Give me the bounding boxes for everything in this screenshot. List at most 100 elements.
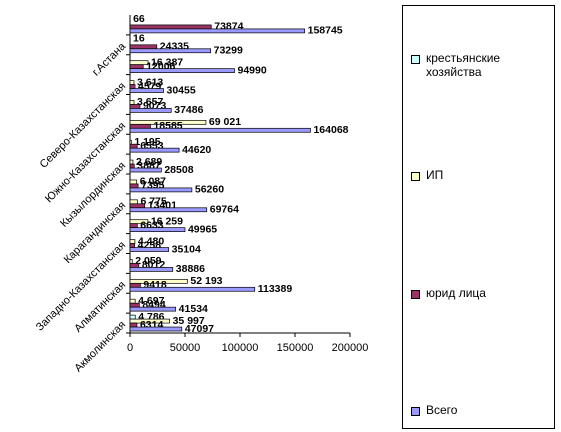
bar <box>129 100 135 105</box>
x-tick-label: 50000 <box>170 342 201 354</box>
bar <box>129 326 183 332</box>
legend-entry: крестьянские хозяйства <box>411 51 549 79</box>
bar <box>129 227 186 232</box>
data-label: 73299 <box>214 45 243 57</box>
data-label: 3 613 <box>137 76 163 88</box>
data-label: 164068 <box>313 124 348 136</box>
data-label: 47097 <box>185 323 214 335</box>
bar <box>129 247 169 252</box>
data-label: 4 697 <box>138 295 164 307</box>
data-label: 2 059 <box>135 255 161 267</box>
data-label: 49965 <box>188 223 217 235</box>
bar <box>129 123 151 129</box>
bar <box>129 239 136 244</box>
bar <box>129 199 138 205</box>
data-label: 69 021 <box>209 116 241 128</box>
data-label: 44620 <box>182 144 211 156</box>
x-tick-label: 150000 <box>277 342 314 354</box>
bar <box>129 167 162 173</box>
bar <box>129 119 207 125</box>
data-label: 37486 <box>174 104 203 116</box>
data-label: 4 480 <box>138 235 164 247</box>
legend-swatch <box>411 172 420 181</box>
data-label: 35 997 <box>173 315 205 327</box>
data-label: 158745 <box>308 25 343 37</box>
data-label: 41534 <box>179 303 208 315</box>
bar <box>129 108 172 113</box>
bar <box>129 187 193 193</box>
legend-label: крестьянские хозяйства <box>426 51 501 79</box>
bar <box>129 286 256 292</box>
bar <box>129 88 164 93</box>
bar <box>129 219 149 225</box>
x-tick-label: 200000 <box>332 342 369 354</box>
bar <box>129 278 188 284</box>
data-label: 16 387 <box>151 56 183 68</box>
bar <box>129 179 138 185</box>
legend-entry: юрид лица <box>411 286 549 300</box>
data-label: 2 689 <box>136 156 162 168</box>
legend-swatch <box>411 290 420 299</box>
bar <box>129 314 136 320</box>
bar <box>129 203 146 209</box>
data-label: 28508 <box>164 164 193 176</box>
data-label: 94990 <box>237 64 266 76</box>
bar <box>129 302 140 308</box>
bar <box>129 322 138 328</box>
bar <box>129 183 139 189</box>
bar <box>129 207 208 213</box>
bar <box>129 127 311 133</box>
bar <box>129 223 138 229</box>
bar <box>129 267 174 272</box>
data-label: 56260 <box>195 184 224 196</box>
bar <box>129 28 305 34</box>
bar <box>129 139 132 145</box>
x-tick-label: 0 <box>127 342 133 354</box>
bar <box>129 159 134 165</box>
bar <box>129 147 180 153</box>
bar <box>129 263 140 268</box>
data-label: 16 <box>133 33 145 45</box>
data-label: 6 087 <box>140 176 166 188</box>
bar <box>129 243 136 248</box>
data-label: 113389 <box>258 283 293 295</box>
legend-swatch <box>411 55 420 64</box>
data-label: 38886 <box>176 263 205 275</box>
bar <box>129 163 135 169</box>
bar <box>129 80 135 85</box>
bar <box>129 259 133 264</box>
legend-label: Всего <box>426 403 458 417</box>
bar <box>129 318 170 324</box>
data-label: 66 <box>133 13 145 25</box>
bar <box>129 24 212 30</box>
x-tick-label: 100000 <box>222 342 259 354</box>
data-label: 30455 <box>167 84 196 96</box>
bar <box>129 104 141 109</box>
data-label: 1 195 <box>134 136 160 148</box>
bar <box>129 306 177 312</box>
data-label: 69764 <box>210 204 239 216</box>
bar <box>129 84 136 89</box>
bar <box>129 298 136 304</box>
data-label: 35104 <box>172 243 201 255</box>
bar <box>129 143 138 149</box>
legend-entry: ИП <box>411 168 549 182</box>
bar <box>129 282 141 288</box>
bar <box>129 44 158 50</box>
y-tick-label: г.Астана <box>90 40 129 79</box>
bar <box>129 48 211 54</box>
data-label: 16 259 <box>151 215 183 227</box>
legend: крестьянские хозяйства ИП юрид лица Всего <box>402 5 555 429</box>
bar <box>129 64 144 70</box>
legend-label: ИП <box>426 168 444 182</box>
legend-entry: Всего <box>411 403 549 417</box>
bar <box>129 68 235 73</box>
data-label: 3 657 <box>137 96 163 108</box>
data-label: 52 193 <box>190 275 222 287</box>
data-label: 6 775 <box>140 196 166 208</box>
legend-swatch <box>411 407 420 416</box>
legend-label: юрид лица <box>426 286 486 300</box>
y-tick-label: Южно-Казахстанская <box>43 120 128 205</box>
